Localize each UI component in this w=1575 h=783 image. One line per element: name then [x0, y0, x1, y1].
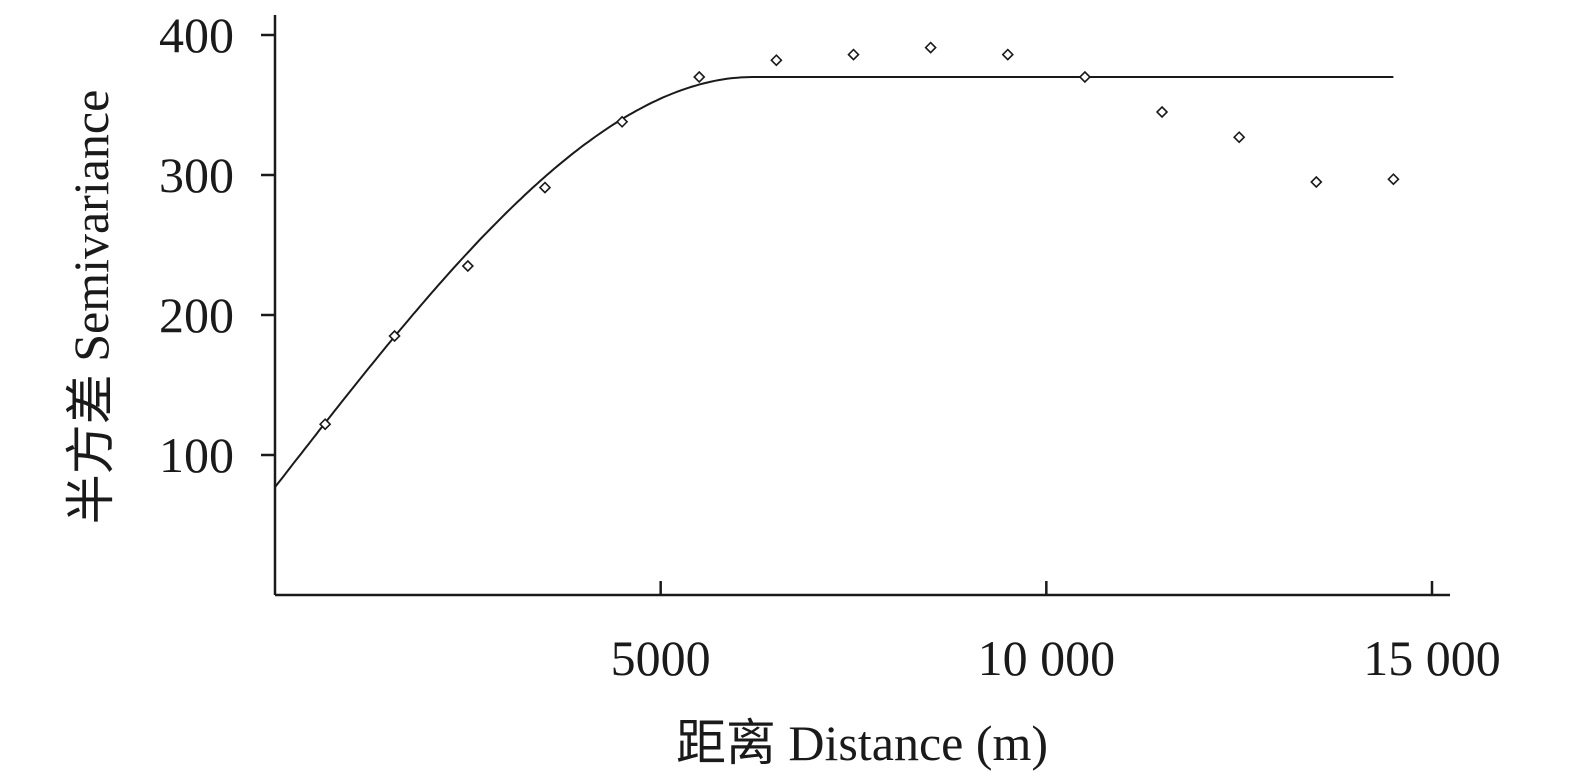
- model-curve: [274, 76, 1394, 488]
- data-point: [847, 48, 860, 61]
- y-axis-title: 半方差 Semivariance: [63, 90, 119, 525]
- y-tick-label: 200: [159, 287, 234, 343]
- data-point: [538, 181, 552, 194]
- x-tick-label: 5000: [611, 630, 711, 686]
- y-tick-label: 300: [159, 147, 234, 203]
- data-point: [461, 259, 474, 273]
- data-point: [1001, 48, 1014, 61]
- data-point: [770, 54, 783, 67]
- y-ticks: 100 200 300 400: [159, 7, 275, 483]
- y-tick-label: 400: [159, 7, 234, 63]
- data-point: [1078, 70, 1092, 84]
- data-point: [388, 329, 401, 343]
- data-point: [1233, 131, 1246, 144]
- data-point: [693, 70, 706, 84]
- x-tick-label: 10 000: [978, 630, 1116, 686]
- x-axis-title: 距离 Distance (m): [676, 715, 1048, 771]
- axes: [273, 15, 1450, 597]
- x-ticks: 5000 10 000 15 000: [611, 581, 1501, 686]
- data-point: [319, 418, 332, 431]
- data-point: [1387, 173, 1400, 186]
- data-points: [319, 41, 1400, 431]
- data-point: [1155, 105, 1169, 119]
- y-tick-label: 100: [159, 427, 234, 483]
- x-tick-label: 15 000: [1363, 630, 1501, 686]
- data-point: [1310, 175, 1323, 189]
- data-point: [924, 41, 937, 54]
- data-point: [615, 115, 629, 128]
